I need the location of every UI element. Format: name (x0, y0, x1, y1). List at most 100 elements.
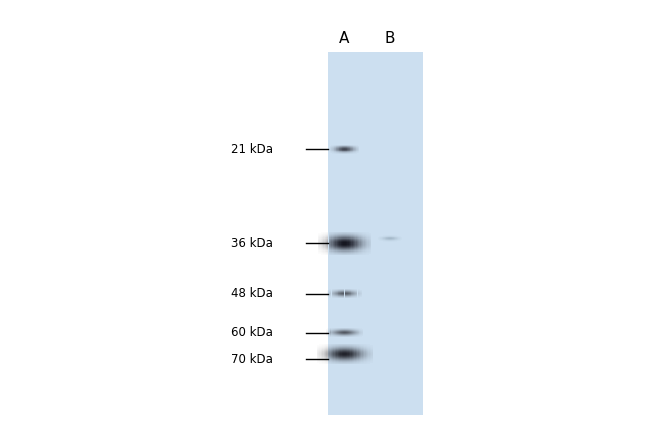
Bar (365, 235, 366, 236)
Bar (348, 296, 349, 297)
Bar (337, 336, 338, 337)
Bar (325, 350, 326, 351)
Bar (348, 292, 349, 293)
Bar (370, 347, 371, 348)
Bar (334, 150, 335, 151)
Bar (333, 251, 334, 253)
Bar (341, 242, 342, 243)
Bar (342, 236, 343, 238)
Bar (343, 234, 344, 235)
Bar (339, 359, 341, 360)
Bar (338, 153, 339, 154)
Bar (320, 253, 322, 254)
Bar (318, 240, 319, 241)
Bar (337, 236, 338, 238)
Bar (328, 294, 329, 295)
Bar (341, 249, 342, 251)
Bar (339, 331, 340, 332)
Bar (346, 289, 347, 290)
Bar (327, 254, 328, 255)
Bar (359, 249, 361, 251)
Bar (349, 146, 350, 147)
Bar (369, 350, 370, 351)
Bar (320, 236, 322, 238)
Bar (330, 356, 332, 357)
Bar (344, 240, 346, 241)
Bar (337, 349, 339, 350)
Bar (329, 294, 330, 295)
Bar (355, 146, 356, 147)
Bar (351, 248, 352, 249)
Bar (357, 294, 358, 295)
Bar (369, 351, 370, 353)
Bar (350, 297, 352, 298)
Bar (347, 348, 348, 349)
Bar (318, 356, 319, 357)
Bar (355, 241, 356, 242)
Bar (357, 333, 358, 334)
Bar (355, 234, 356, 235)
Bar (353, 356, 354, 357)
Bar (341, 293, 342, 294)
Bar (339, 241, 341, 242)
Bar (371, 349, 372, 350)
Bar (319, 233, 320, 234)
Bar (326, 356, 328, 357)
Bar (358, 332, 359, 333)
Bar (354, 330, 355, 331)
Bar (346, 233, 347, 234)
Bar (327, 293, 328, 294)
Bar (333, 334, 334, 335)
Bar (318, 357, 319, 359)
Bar (347, 296, 348, 297)
Bar (365, 251, 366, 253)
Bar (337, 254, 338, 255)
Bar (354, 295, 355, 296)
Bar (335, 351, 336, 353)
Bar (335, 291, 336, 292)
Bar (351, 334, 352, 335)
Bar (342, 233, 343, 234)
Bar (346, 292, 347, 293)
Bar (341, 149, 343, 150)
Bar (331, 148, 332, 149)
Bar (342, 348, 343, 349)
Bar (348, 328, 349, 329)
Bar (369, 247, 370, 248)
Bar (348, 348, 350, 349)
Bar (365, 346, 367, 347)
Bar (342, 356, 343, 357)
Bar (352, 241, 354, 242)
Bar (366, 232, 367, 233)
Bar (335, 149, 337, 150)
Bar (364, 356, 365, 357)
Bar (366, 248, 367, 249)
Bar (347, 253, 348, 254)
Bar (346, 232, 347, 233)
Bar (358, 243, 359, 245)
Bar (364, 353, 365, 354)
Bar (348, 153, 349, 154)
Bar (359, 236, 361, 238)
Bar (318, 347, 319, 348)
Bar (326, 346, 328, 347)
Bar (364, 360, 365, 362)
Bar (364, 348, 365, 349)
Bar (364, 344, 365, 346)
Bar (359, 353, 360, 354)
Bar (341, 146, 343, 147)
Bar (348, 233, 350, 234)
Bar (326, 351, 328, 353)
Bar (349, 331, 350, 332)
Bar (347, 347, 348, 348)
Bar (348, 232, 350, 233)
Bar (343, 329, 344, 330)
Bar (337, 296, 339, 297)
Bar (356, 328, 357, 329)
Bar (357, 359, 359, 360)
Bar (334, 234, 335, 235)
Bar (336, 331, 337, 332)
Bar (351, 335, 352, 336)
Bar (337, 363, 339, 365)
Bar (359, 246, 361, 247)
